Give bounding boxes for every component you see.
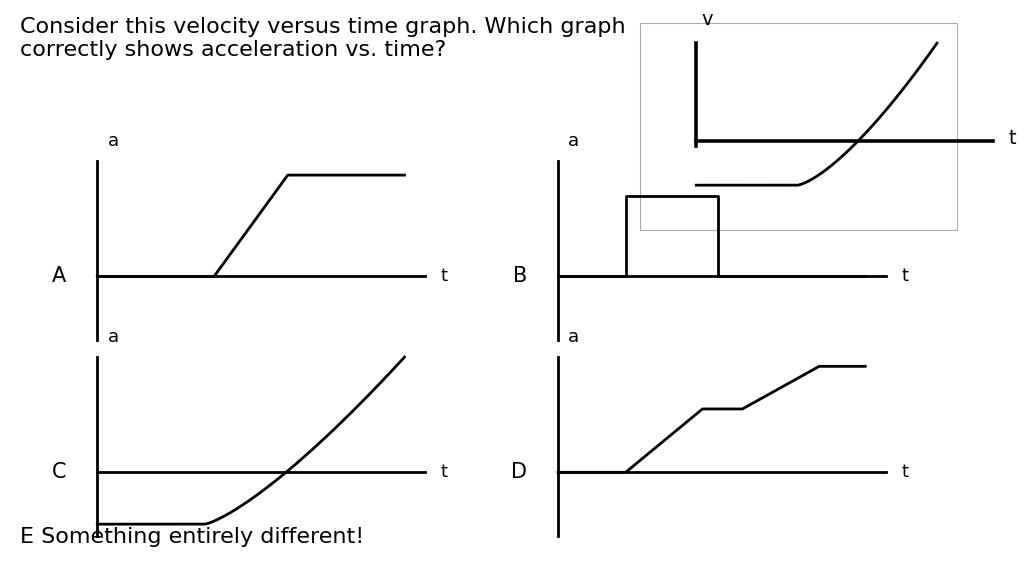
Text: t: t — [901, 267, 908, 286]
Text: E Something entirely different!: E Something entirely different! — [20, 527, 365, 547]
Text: D: D — [511, 463, 527, 482]
Bar — [640, 23, 957, 230]
Text: C: C — [52, 463, 67, 482]
Text: t: t — [1009, 129, 1016, 147]
Text: t: t — [901, 463, 908, 482]
Text: v: v — [701, 10, 713, 29]
Text: a: a — [568, 328, 580, 346]
Text: B: B — [513, 267, 527, 286]
Text: A: A — [52, 267, 67, 286]
Text: a: a — [108, 328, 119, 346]
Text: Consider this velocity versus time graph. Which graph
correctly shows accelerati: Consider this velocity versus time graph… — [20, 17, 626, 60]
Text: a: a — [568, 132, 580, 150]
Text: t: t — [440, 463, 447, 482]
Text: a: a — [108, 132, 119, 150]
Text: t: t — [440, 267, 447, 286]
